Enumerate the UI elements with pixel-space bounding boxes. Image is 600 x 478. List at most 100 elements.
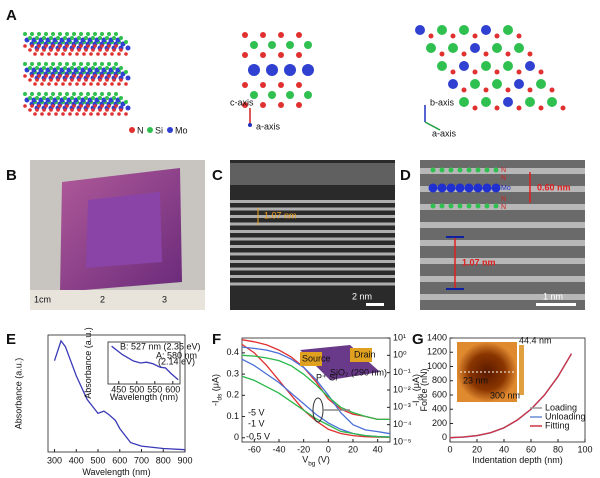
atom xyxy=(472,33,478,39)
atom xyxy=(33,52,37,56)
atom xyxy=(63,66,67,70)
atom xyxy=(428,183,438,193)
atom xyxy=(51,74,55,78)
atom xyxy=(72,44,76,48)
atom xyxy=(79,62,83,66)
atom xyxy=(72,104,76,108)
atom xyxy=(457,167,463,173)
atom xyxy=(107,104,111,108)
atom xyxy=(47,112,51,116)
atom xyxy=(472,69,478,75)
crystal-top xyxy=(415,25,566,111)
atom xyxy=(278,32,284,38)
atom xyxy=(77,108,81,112)
atom xyxy=(98,48,102,52)
atom xyxy=(49,78,53,82)
atom xyxy=(35,78,39,82)
atom xyxy=(40,52,44,56)
atom xyxy=(37,62,41,66)
fringe xyxy=(230,215,395,218)
atom xyxy=(103,52,107,56)
atom xyxy=(493,203,499,209)
y-tick-label: 0.4 xyxy=(226,347,239,357)
atom xyxy=(63,96,67,100)
atom xyxy=(516,69,522,75)
fringe xyxy=(230,230,395,233)
atom xyxy=(86,74,90,78)
series-line xyxy=(241,354,390,421)
y-tick-label: 1400 xyxy=(427,332,447,342)
atom xyxy=(105,48,109,52)
atom xyxy=(35,36,39,40)
atom xyxy=(250,91,258,99)
atom xyxy=(28,48,32,52)
panel-label: C xyxy=(212,167,223,184)
x-tick-label: 300 xyxy=(47,455,62,465)
fringe xyxy=(420,258,585,264)
atom xyxy=(103,112,107,116)
atom xyxy=(84,48,88,52)
atom xyxy=(114,44,118,48)
atom xyxy=(63,48,67,52)
atom xyxy=(42,108,46,112)
atom xyxy=(475,167,481,173)
atom xyxy=(547,97,557,107)
atom xyxy=(119,78,123,82)
x-tick-label: 550 xyxy=(147,384,162,394)
atom-label: N xyxy=(501,175,506,182)
atom xyxy=(304,91,312,99)
atom xyxy=(124,40,128,44)
atom xyxy=(107,92,111,96)
atom xyxy=(560,105,566,111)
atom xyxy=(415,25,425,35)
atom xyxy=(114,74,118,78)
atom xyxy=(457,203,463,209)
atom xyxy=(65,44,69,48)
inset-label: Source xyxy=(302,353,331,363)
atom xyxy=(516,105,522,111)
surface xyxy=(230,163,395,185)
atom xyxy=(35,96,39,100)
atom xyxy=(86,92,90,96)
atom xyxy=(98,96,102,100)
atom xyxy=(112,108,116,112)
atom xyxy=(248,64,260,76)
atom xyxy=(75,52,79,56)
atom xyxy=(93,104,97,108)
x-tick-label: 450 xyxy=(111,384,126,394)
atom xyxy=(65,74,69,78)
atom xyxy=(448,167,454,173)
scale-label: 1 nm xyxy=(543,291,563,301)
atom xyxy=(91,66,95,70)
series-label: -1 V xyxy=(248,418,265,428)
y2-tick-label: 10⁻¹ xyxy=(393,367,411,377)
plot-frame xyxy=(47,334,186,453)
atom xyxy=(286,91,294,99)
x-tick-label: 800 xyxy=(156,455,171,465)
atom xyxy=(105,36,109,40)
electrode xyxy=(300,352,322,366)
atom xyxy=(37,32,41,36)
atom xyxy=(44,74,48,78)
atom xyxy=(536,79,546,89)
label-part: (μA) xyxy=(412,374,422,394)
legend-label: Unloading xyxy=(545,411,586,421)
y2-tick-label: 10⁻² xyxy=(393,384,411,394)
atom xyxy=(96,52,100,56)
y-tick-label: 0.2 xyxy=(226,390,239,400)
atom xyxy=(286,41,294,49)
atom xyxy=(35,48,39,52)
inset-label: 44.4 nm xyxy=(519,335,552,345)
x-tick-label: 500 xyxy=(129,384,144,394)
atom xyxy=(296,52,302,58)
atom-label: N xyxy=(501,204,506,211)
atom xyxy=(79,92,83,96)
atom xyxy=(124,82,128,86)
x-tick-label: 60 xyxy=(526,444,536,454)
atom xyxy=(72,62,76,66)
atom xyxy=(44,44,48,48)
atom xyxy=(125,75,131,81)
atom xyxy=(119,36,123,40)
atom xyxy=(112,48,116,52)
label-part: ds xyxy=(417,394,424,401)
